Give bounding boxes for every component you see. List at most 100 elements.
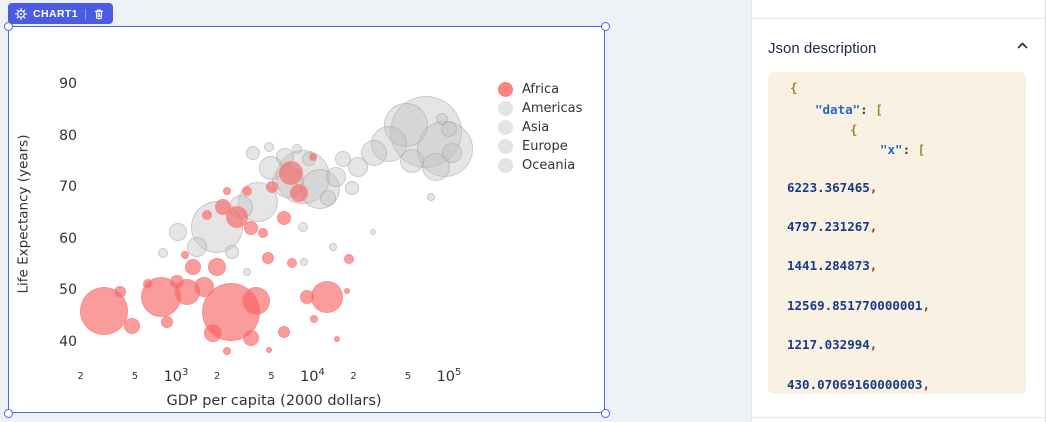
legend-item-oceania[interactable]: Oceania xyxy=(498,158,582,174)
code-line: 6223.367465, xyxy=(787,180,878,195)
bubble-other xyxy=(334,151,351,168)
resize-handle-bottom-left[interactable] xyxy=(3,408,13,418)
legend-item-africa[interactable]: Africa xyxy=(498,82,582,98)
y-axis-label: Life Expectancy (years) xyxy=(15,134,32,294)
gear-icon[interactable] xyxy=(15,7,27,20)
bubble-other xyxy=(441,143,462,164)
bubble-other xyxy=(300,258,309,266)
bubble-africa xyxy=(124,317,140,334)
x-tick-label: 5 xyxy=(268,371,275,382)
bubble-other xyxy=(441,121,457,138)
code-line: 4797.231267, xyxy=(787,219,878,234)
x-tick-label: 2 xyxy=(77,371,84,382)
json-description-header[interactable]: Json description xyxy=(768,38,1030,58)
bubble-other xyxy=(157,248,168,259)
x-tick-label: 104 xyxy=(300,367,325,385)
legend-label: Americas xyxy=(522,101,583,117)
chart-canvas[interactable]: Life Expectancy (years) GDP per capita (… xyxy=(8,26,605,413)
code-line: 1217.032994, xyxy=(787,337,878,352)
bubble-africa xyxy=(266,347,273,354)
resize-handle-bottom-right[interactable] xyxy=(600,408,610,418)
code-line: "x": [ xyxy=(880,142,926,157)
y-tick-label: 90 xyxy=(59,76,77,92)
panel-divider xyxy=(752,18,1045,19)
legend-swatch xyxy=(498,120,513,136)
bubble-africa xyxy=(184,259,201,276)
bubble-other xyxy=(319,190,336,206)
json-code-block: { "data": [ { "x": [ 6223.367465, 4797.231267… xyxy=(768,72,1026,394)
legend-swatch xyxy=(498,139,513,155)
bubble-africa xyxy=(308,153,317,162)
x-tick-label: 103 xyxy=(163,367,189,385)
legend-item-asia[interactable]: Asia xyxy=(498,120,582,136)
y-tick-label: 50 xyxy=(59,282,77,299)
bubble-other xyxy=(246,146,261,161)
resize-handle-top-right[interactable] xyxy=(600,21,610,31)
code-line: { xyxy=(850,122,858,137)
bubble-other xyxy=(168,223,187,242)
bubble-africa xyxy=(343,253,354,264)
code-line: 430.07069160000003, xyxy=(787,377,930,392)
code-line: { xyxy=(790,80,798,95)
bubble-other xyxy=(344,181,359,196)
bubble-other xyxy=(325,166,346,187)
trash-icon[interactable] xyxy=(93,8,105,20)
code-line: "data": [ xyxy=(815,102,883,117)
bubble-africa xyxy=(242,186,253,197)
bubble-other xyxy=(369,229,376,236)
bubble-africa xyxy=(344,288,350,295)
chevron-up-icon[interactable] xyxy=(1015,38,1030,58)
bubble-africa xyxy=(170,275,185,290)
legend-label: Asia xyxy=(522,120,550,136)
legend-swatch xyxy=(498,82,513,98)
bubble-africa xyxy=(243,330,260,347)
bubble-other xyxy=(400,148,425,173)
bubble-africa xyxy=(226,206,249,229)
bubble-africa xyxy=(290,183,309,202)
bubble-africa xyxy=(142,279,153,290)
code-line: 12569.851770000001, xyxy=(787,298,930,313)
code-line: 1441.284873, xyxy=(787,258,878,273)
x-tick-label: 105 xyxy=(436,367,462,385)
bubble-africa xyxy=(310,315,319,324)
x-tick-label: 2 xyxy=(350,371,357,382)
bubble-other xyxy=(435,113,448,126)
y-tick-label: 40 xyxy=(59,334,77,350)
panel-divider xyxy=(752,417,1045,418)
bubble-other xyxy=(426,193,435,201)
json-description-title: Json description xyxy=(768,39,877,57)
bubble-africa xyxy=(208,258,227,277)
editor-canvas[interactable]: CHART1 | Life Expectancy (years) GDP per… xyxy=(0,0,752,422)
chart-name-label: CHART1 xyxy=(33,7,78,20)
badge-divider: | xyxy=(84,7,87,20)
properties-panel: Json description { "data": [ { "x": [ 6223.3… xyxy=(752,0,1046,422)
bubble-other xyxy=(292,144,303,154)
legend-label: Europe xyxy=(522,139,568,155)
legend-item-americas[interactable]: Americas xyxy=(498,101,582,117)
bubble-other xyxy=(187,237,208,257)
y-tick-label: 80 xyxy=(59,127,77,144)
chart-selection-badge: CHART1 | xyxy=(8,3,113,24)
legend-item-europe[interactable]: Europe xyxy=(498,139,582,155)
x-tick-label: 2 xyxy=(213,371,221,382)
bubble-africa xyxy=(277,211,292,226)
bubble-other xyxy=(297,221,308,232)
legend-label: Africa xyxy=(522,82,560,98)
bubble-africa xyxy=(160,316,173,329)
bubble-plot-area: Life Expectancy (years) GDP per capita (… xyxy=(9,27,604,412)
bubble-africa xyxy=(258,228,269,239)
bubble-africa xyxy=(202,210,213,220)
bubble-africa xyxy=(244,220,259,235)
bubble-africa xyxy=(223,347,232,356)
legend-swatch xyxy=(498,101,513,117)
bubble-africa xyxy=(204,324,223,343)
bubble-africa xyxy=(286,258,297,268)
bubble-other xyxy=(263,141,274,152)
bubble-other xyxy=(347,157,368,177)
bubble-africa xyxy=(114,286,126,299)
bubble-africa xyxy=(262,251,275,264)
bubble-other xyxy=(225,245,240,260)
x-axis-label: GDP per capita (2000 dollars) xyxy=(166,393,382,409)
bubble-africa xyxy=(333,336,340,343)
